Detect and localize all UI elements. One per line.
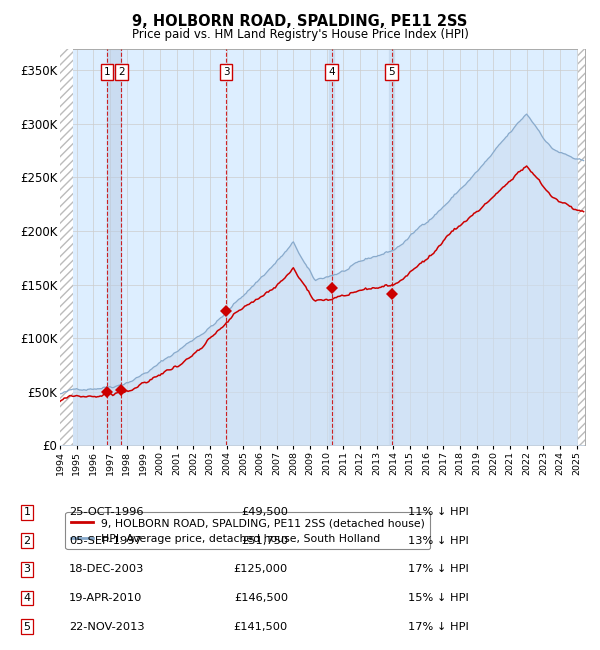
- Text: £141,500: £141,500: [234, 621, 288, 632]
- Text: 17% ↓ HPI: 17% ↓ HPI: [408, 621, 469, 632]
- Text: 11% ↓ HPI: 11% ↓ HPI: [408, 507, 469, 517]
- Text: 19-APR-2010: 19-APR-2010: [69, 593, 142, 603]
- Text: 17% ↓ HPI: 17% ↓ HPI: [408, 564, 469, 575]
- Text: 18-DEC-2003: 18-DEC-2003: [69, 564, 145, 575]
- Text: 3: 3: [223, 68, 229, 77]
- Bar: [389, 49, 394, 445]
- Text: 15% ↓ HPI: 15% ↓ HPI: [408, 593, 469, 603]
- Text: 4: 4: [328, 68, 335, 77]
- Text: 1: 1: [23, 507, 31, 517]
- Text: 22-NOV-2013: 22-NOV-2013: [69, 621, 145, 632]
- Text: £49,500: £49,500: [241, 507, 288, 517]
- Text: £51,750: £51,750: [241, 536, 288, 546]
- Text: 5: 5: [388, 68, 395, 77]
- Text: 3: 3: [23, 564, 31, 575]
- Text: 05-SEP-1997: 05-SEP-1997: [69, 536, 142, 546]
- Text: 25-OCT-1996: 25-OCT-1996: [69, 507, 143, 517]
- Text: £146,500: £146,500: [234, 593, 288, 603]
- Text: 2: 2: [23, 536, 31, 546]
- Legend: 9, HOLBORN ROAD, SPALDING, PE11 2SS (detached house), HPI: Average price, detach: 9, HOLBORN ROAD, SPALDING, PE11 2SS (det…: [65, 512, 430, 549]
- Bar: [578, 49, 586, 445]
- Text: 13% ↓ HPI: 13% ↓ HPI: [408, 536, 469, 546]
- Text: 5: 5: [23, 621, 31, 632]
- Text: 1: 1: [104, 68, 110, 77]
- Text: Price paid vs. HM Land Registry's House Price Index (HPI): Price paid vs. HM Land Registry's House …: [131, 28, 469, 41]
- Text: £125,000: £125,000: [234, 564, 288, 575]
- Text: 9, HOLBORN ROAD, SPALDING, PE11 2SS: 9, HOLBORN ROAD, SPALDING, PE11 2SS: [133, 14, 467, 29]
- Bar: [107, 49, 121, 445]
- Text: 2: 2: [118, 68, 125, 77]
- Bar: [60, 49, 73, 445]
- Bar: [329, 49, 334, 445]
- Text: 4: 4: [23, 593, 31, 603]
